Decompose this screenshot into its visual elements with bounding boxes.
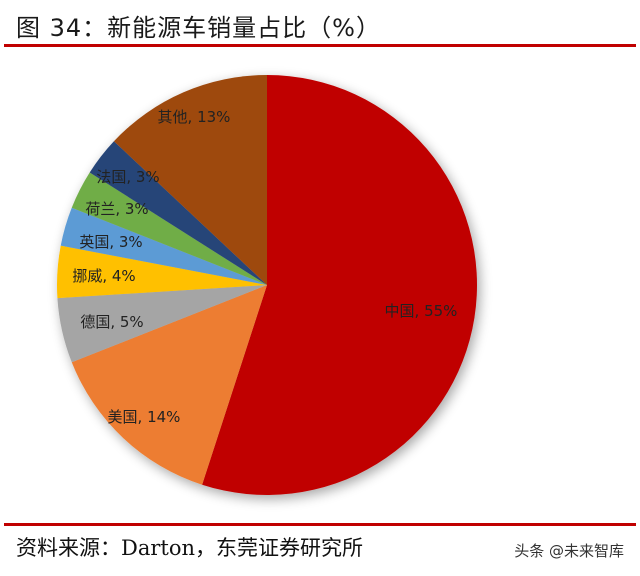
pie-labels: 中国, 55% 美国, 14% 德国, 5% 挪威, 4% 英国, 3% 荷兰, 3% 法国… <box>72 108 457 426</box>
slice-label: 美国, 14% <box>108 408 181 426</box>
pie-slice-2 <box>57 285 268 363</box>
pie-slice-5 <box>71 172 267 285</box>
source-note: 资料来源：Darton，东莞证券研究所 <box>16 536 364 560</box>
pie-slice-1 <box>71 285 267 485</box>
slice-label: 荷兰, 3% <box>85 200 148 218</box>
pie-slice-0 <box>202 75 478 496</box>
pie-slice-4 <box>60 207 267 285</box>
slice-label: 挪威, 4% <box>72 267 135 285</box>
pie-slice-7 <box>113 75 267 285</box>
slice-label: 其他, 13% <box>158 108 231 126</box>
title-divider <box>4 44 636 47</box>
slice-label: 德国, 5% <box>80 313 143 331</box>
pie-slice-3 <box>56 245 267 299</box>
slice-label: 法国, 3% <box>96 168 159 186</box>
chart-title: 图 34：新能源车销量占比（%） <box>16 14 381 42</box>
pie-slice-6 <box>89 141 268 285</box>
slice-label: 英国, 3% <box>79 233 142 251</box>
pie-slices <box>56 75 478 496</box>
slice-label: 中国, 55% <box>385 302 458 320</box>
footer-divider <box>4 523 636 526</box>
watermark: 头条 @未来智库 <box>514 542 624 560</box>
